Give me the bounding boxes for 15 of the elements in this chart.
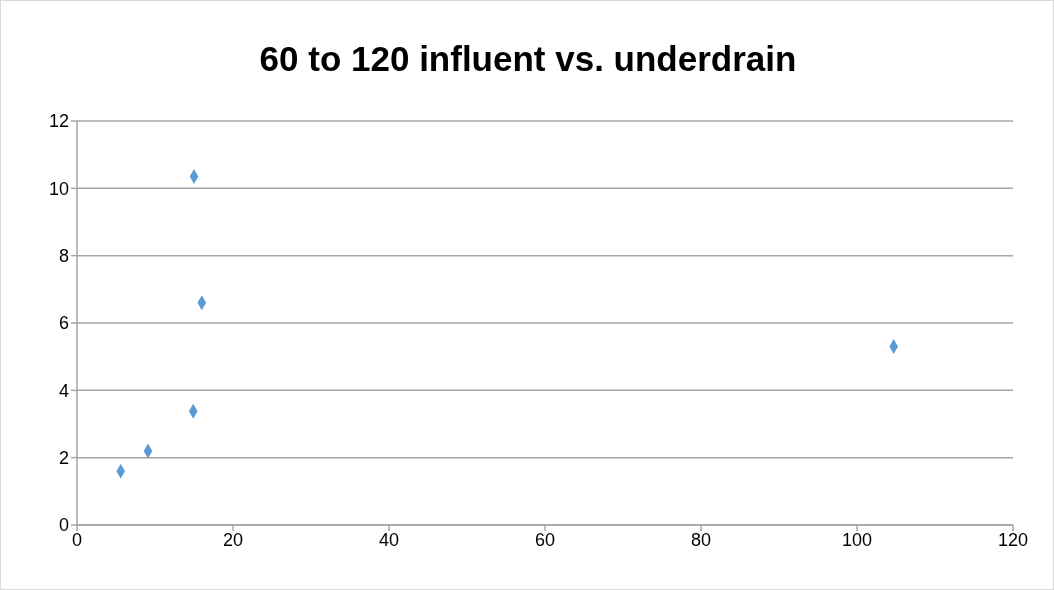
y-tick-label: 4 — [58, 380, 69, 401]
y-tick-label: 12 — [48, 111, 69, 132]
x-tick-label: 20 — [222, 529, 244, 550]
x-tick-label: 0 — [71, 529, 83, 550]
x-tick-label: 120 — [997, 529, 1029, 550]
x-tick-label: 100 — [841, 529, 873, 550]
y-tick-label: 6 — [58, 313, 69, 334]
x-tick-label: 80 — [690, 529, 712, 550]
chart-title: 60 to 120 influent vs. underdrain — [258, 39, 798, 79]
y-tick-label: 0 — [58, 515, 69, 536]
y-tick-label: 10 — [48, 178, 69, 199]
y-tick-label: 8 — [58, 246, 69, 267]
y-tick-label: 2 — [58, 448, 69, 469]
x-tick-label: 40 — [378, 529, 400, 550]
x-tick-label: 60 — [534, 529, 556, 550]
